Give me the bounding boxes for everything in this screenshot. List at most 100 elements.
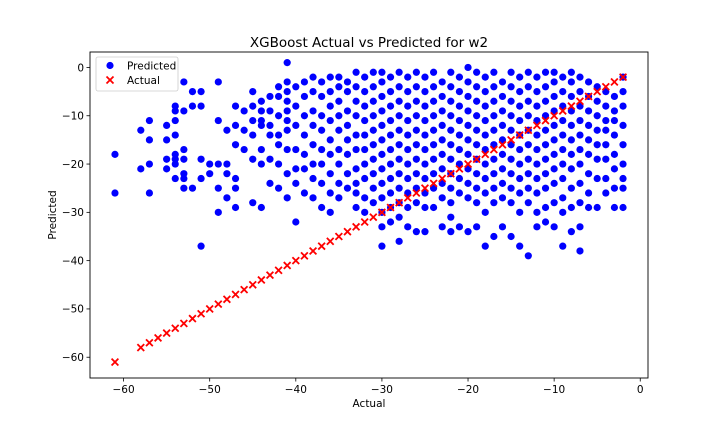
predicted-point xyxy=(533,174,541,183)
predicted-point xyxy=(111,150,119,158)
predicted-point xyxy=(429,126,438,134)
predicted-point xyxy=(559,145,567,154)
predicted-point xyxy=(550,223,558,231)
predicted-point xyxy=(386,174,395,183)
predicted-point xyxy=(318,112,326,120)
predicted-point xyxy=(395,141,403,149)
predicted-point xyxy=(274,92,283,101)
predicted-point xyxy=(473,112,481,120)
predicted-point xyxy=(421,228,429,236)
actual-point xyxy=(567,102,576,111)
predicted-point xyxy=(249,155,257,163)
predicted-point xyxy=(541,203,550,212)
actual-point xyxy=(248,280,257,289)
predicted-point xyxy=(335,73,343,81)
actual-point xyxy=(584,92,593,101)
predicted-point xyxy=(610,107,619,115)
actual-point xyxy=(265,271,275,280)
predicted-point xyxy=(180,145,188,154)
predicted-point xyxy=(404,203,412,212)
predicted-point xyxy=(541,126,550,134)
predicted-point xyxy=(516,145,524,154)
predicted-point xyxy=(447,83,455,91)
predicted-point xyxy=(292,179,300,187)
predicted-point xyxy=(395,213,403,221)
predicted-point xyxy=(490,155,498,163)
predicted-point xyxy=(567,68,575,76)
predicted-point xyxy=(300,131,309,139)
predicted-point xyxy=(180,174,188,183)
predicted-point xyxy=(481,116,489,125)
predicted-point xyxy=(326,150,334,158)
predicted-point xyxy=(412,112,420,120)
predicted-point xyxy=(455,102,464,110)
predicted-point xyxy=(429,112,438,120)
legend-predicted-marker xyxy=(106,61,114,70)
actual-point xyxy=(593,87,602,96)
predicted-point xyxy=(343,136,352,144)
predicted-point xyxy=(593,126,601,134)
predicted-point xyxy=(507,68,515,76)
predicted-point xyxy=(533,102,541,110)
predicted-point xyxy=(335,145,343,154)
predicted-point xyxy=(412,199,420,207)
predicted-point xyxy=(584,78,593,86)
predicted-point xyxy=(214,116,222,125)
predicted-point xyxy=(309,141,317,149)
predicted-point xyxy=(584,170,593,178)
predicted-point xyxy=(559,194,567,202)
y-tick-label: −40 xyxy=(62,255,84,267)
predicted-point xyxy=(309,73,317,81)
predicted-point xyxy=(559,88,567,96)
predicted-point xyxy=(326,116,334,125)
predicted-point xyxy=(516,189,524,197)
predicted-point xyxy=(378,92,386,101)
predicted-point xyxy=(610,116,619,125)
predicted-point xyxy=(369,141,377,149)
predicted-point xyxy=(283,145,291,154)
predicted-point xyxy=(610,203,619,212)
predicted-point xyxy=(352,83,360,91)
predicted-point xyxy=(361,88,369,96)
predicted-point xyxy=(378,242,386,250)
predicted-point xyxy=(326,88,334,96)
predicted-point xyxy=(541,68,550,76)
y-tick-label: −50 xyxy=(62,304,84,316)
predicted-point xyxy=(447,68,455,76)
predicted-point xyxy=(610,150,619,158)
predicted-point xyxy=(197,102,205,110)
predicted-point xyxy=(455,116,464,125)
predicted-point xyxy=(602,126,610,134)
actual-point xyxy=(558,106,567,115)
predicted-point xyxy=(584,121,593,130)
predicted-point xyxy=(584,203,593,212)
actual-point xyxy=(472,155,481,164)
predicted-point xyxy=(171,160,179,168)
predicted-point xyxy=(378,194,386,202)
predicted-point xyxy=(412,141,420,149)
actual-point xyxy=(481,150,490,159)
predicted-point xyxy=(481,73,489,81)
predicted-point xyxy=(464,92,472,101)
predicted-point xyxy=(429,83,438,91)
predicted-point xyxy=(533,131,541,139)
predicted-point xyxy=(421,73,429,81)
predicted-point xyxy=(602,174,610,183)
predicted-point xyxy=(300,150,309,158)
predicted-point xyxy=(412,97,420,105)
predicted-point xyxy=(249,88,257,96)
predicted-point xyxy=(455,189,464,197)
predicted-point xyxy=(421,116,429,125)
actual-point xyxy=(403,193,412,202)
predicted-point xyxy=(610,131,619,139)
predicted-point xyxy=(292,102,300,110)
predicted-point xyxy=(378,121,386,130)
predicted-point xyxy=(619,88,627,96)
predicted-point xyxy=(171,116,179,125)
predicted-point xyxy=(481,174,489,183)
y-tick-label: −30 xyxy=(62,207,84,219)
predicted-point xyxy=(559,208,567,216)
predicted-point xyxy=(567,165,575,173)
predicted-point xyxy=(533,160,541,168)
predicted-point xyxy=(292,165,300,173)
